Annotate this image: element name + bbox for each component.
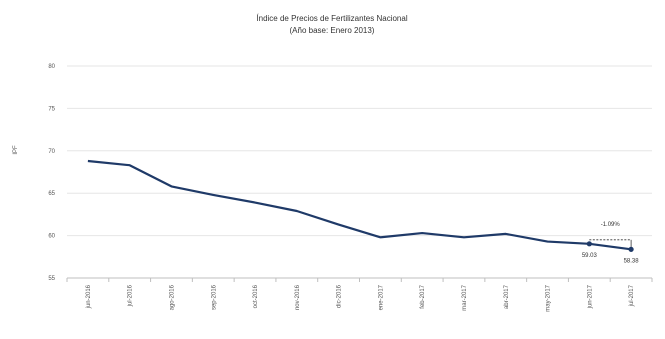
x-tick-label: jul-2016 [128,284,134,307]
change-label: -1.09% [601,222,621,228]
highlight-point [586,241,592,247]
x-tick-label: oct-2016 [253,284,259,308]
x-tick-label: feb-2017 [420,284,426,308]
y-tick-label: 60 [48,234,55,240]
x-tick-label: ene-2017 [378,284,384,310]
y-tick-label: 70 [48,149,55,155]
point-value-label: 59.03 [582,253,598,259]
x-axis-ticks: jun-2016 jul-2016 ago-2016 sep-2016 oct-2016… [66,278,653,312]
x-tick-label: abr-2017 [504,284,510,309]
series-line [87,159,632,251]
highlight-point [628,246,634,252]
point-value-label: 58.38 [624,258,640,264]
y-tick-label: 65 [48,191,55,197]
x-tick-label: may-2017 [546,284,552,311]
x-tick-label: sep-2016 [211,284,217,310]
x-tick-label: jun-2017 [587,284,593,309]
x-tick-label: ago-2016 [169,284,175,310]
x-tick-label: nov-2016 [295,284,301,310]
x-tick-label: jun-2016 [86,284,92,309]
y-axis-label: IPF [13,145,19,155]
x-tick-label: jul-2017 [629,284,635,307]
gridlines [67,65,652,279]
y-tick-label: 75 [48,106,55,112]
x-tick-label: mar-2017 [462,284,468,310]
chart-subtitle: (Año base: Enero 2013) [290,26,375,35]
y-tick-label: 80 [48,64,55,70]
x-tick-label: dic-2016 [337,284,343,308]
annotation-layer: -1.09% 59.03 58.38 [582,222,639,265]
chart-title: Índice de Precios de Fertilizantes Nacio… [256,14,407,23]
y-tick-label: 55 [48,276,55,282]
series-layer [87,159,632,251]
y-axis-ticks: 55 60 65 70 75 80 [48,64,55,282]
